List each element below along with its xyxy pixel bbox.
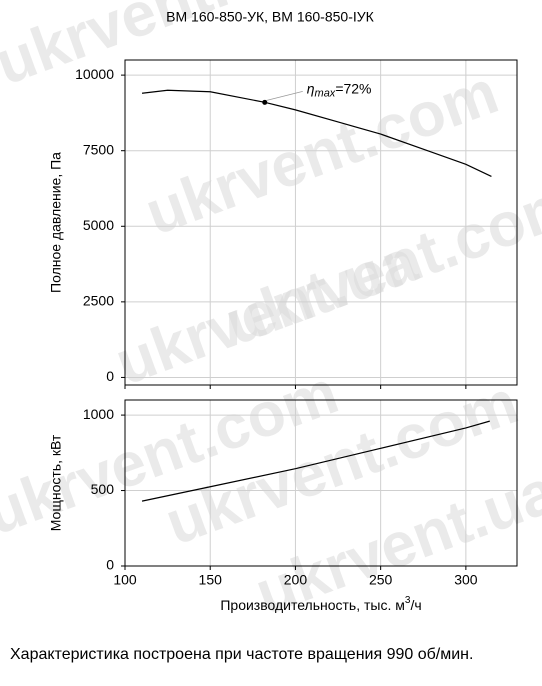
curve (141, 420, 490, 502)
annotation-symbol: η (307, 80, 315, 96)
x-tick-label: 150 (199, 572, 223, 588)
y-tick-label: 5000 (83, 217, 114, 233)
chart: ukrvent.comukrvent.comukrvent.uaukrvent.… (0, 0, 542, 629)
x-tick-label: 250 (369, 572, 393, 588)
plot-frame (124, 59, 518, 386)
x-axis-label-sup: 3 (405, 595, 411, 606)
y-tick-label: 1000 (83, 406, 114, 422)
y-axis-label: Мощность, кВт (48, 434, 64, 531)
y-tick-label: 0 (106, 557, 114, 573)
annotation-subscript: max (315, 87, 336, 99)
annotation-leader (266, 90, 303, 101)
x-tick-label: 100 (113, 572, 137, 588)
x-tick-label: 300 (454, 572, 478, 588)
annotation-text: =72% (335, 80, 371, 96)
y-axis-label: Полное давление, Па (48, 152, 64, 293)
y-tick-label: 7500 (83, 141, 114, 157)
annotation-point (262, 99, 268, 105)
footnote: Характеристика построена при частоте вра… (10, 646, 474, 663)
x-axis-label-text: Производительность, тыс. м (220, 597, 405, 613)
y-tick-label: 0 (106, 368, 114, 384)
plot-frame (124, 399, 518, 567)
x-tick-label: 200 (284, 572, 308, 588)
x-axis-label: Производительность, тыс. м3/ч (220, 595, 421, 613)
y-tick-label: 2500 (83, 293, 114, 309)
annotation: ηmax=72% (307, 80, 372, 99)
chart-title: ВМ 160-850-УК, ВМ 160-850-IУК (166, 9, 374, 25)
curve (141, 89, 492, 177)
x-axis-label-suffix: /ч (410, 597, 421, 613)
y-tick-label: 500 (91, 481, 115, 497)
y-tick-label: 10000 (75, 66, 114, 82)
